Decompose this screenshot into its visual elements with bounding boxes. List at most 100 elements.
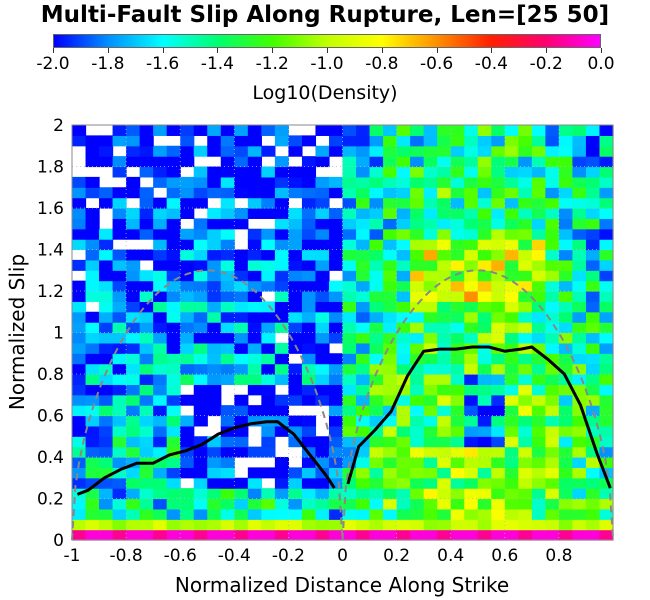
heatmap-cell	[531, 270, 546, 282]
heatmap-cell	[491, 176, 506, 188]
heatmap-cell	[288, 208, 303, 219]
heatmap-cell	[585, 374, 601, 385]
heatmap-cell	[504, 477, 519, 489]
heatmap-cell	[220, 135, 235, 147]
heatmap-cell	[369, 519, 384, 531]
colorbar-tick-label: -1.2	[255, 54, 289, 74]
heatmap-cell	[585, 508, 601, 520]
heatmap-cell	[261, 436, 276, 448]
heatmap-cell	[153, 353, 168, 365]
heatmap-cell	[180, 519, 195, 531]
heatmap-cell	[153, 249, 168, 261]
heatmap-cell	[491, 374, 506, 385]
heatmap-cell	[220, 332, 235, 344]
heatmap-cell	[531, 187, 546, 199]
heatmap-cell	[572, 405, 587, 417]
heatmap-cell	[504, 291, 519, 302]
heatmap-cell	[72, 374, 87, 385]
heatmap-cell	[369, 197, 384, 209]
heatmap-cell	[247, 405, 262, 417]
heatmap-cell	[72, 311, 87, 323]
heatmap-cell	[166, 519, 181, 531]
heatmap-cell	[166, 280, 181, 292]
heatmap-cell	[572, 301, 587, 313]
heatmap-cell	[464, 156, 479, 168]
heatmap-cell	[274, 322, 290, 334]
heatmap-cell	[410, 187, 425, 199]
heatmap-cell	[585, 498, 601, 510]
heatmap-cell	[274, 311, 290, 323]
heatmap-cell	[504, 405, 519, 417]
heatmap-cell	[126, 228, 141, 240]
heatmap-cell	[234, 374, 249, 385]
heatmap-cell	[274, 176, 290, 188]
heatmap-cell	[166, 477, 181, 489]
heatmap-cell	[423, 457, 438, 468]
heatmap-cell	[247, 239, 262, 251]
heatmap-cell	[423, 384, 438, 396]
heatmap-cell	[396, 197, 411, 209]
heatmap-cell	[274, 353, 290, 365]
heatmap-cell	[112, 332, 127, 344]
heatmap-cell	[356, 394, 371, 406]
heatmap-cell	[342, 156, 357, 168]
heatmap-cell	[450, 498, 465, 510]
heatmap-cell	[247, 446, 262, 458]
heatmap-cell	[423, 249, 438, 261]
heatmap-cell	[342, 384, 357, 396]
heatmap-cell	[410, 477, 425, 489]
heatmap-cell	[112, 498, 127, 510]
heatmap-cell	[193, 477, 208, 489]
heatmap-cell	[491, 311, 506, 323]
heatmap-cell	[99, 187, 114, 199]
heatmap-cell	[396, 405, 411, 417]
heatmap-cell	[193, 322, 208, 334]
heatmap-cell	[180, 135, 195, 147]
heatmap-cell	[85, 529, 100, 541]
heatmap-cell	[599, 488, 614, 500]
heatmap-cell	[356, 332, 371, 344]
heatmap-cell	[383, 311, 398, 323]
heatmap-cell	[518, 270, 533, 282]
heatmap-cell	[234, 446, 249, 458]
heatmap-cell	[450, 218, 465, 230]
y-tick-label: 0.4	[37, 448, 64, 468]
heatmap-cells	[72, 125, 614, 541]
heatmap-cell	[410, 259, 425, 271]
heatmap-cell	[85, 208, 100, 219]
heatmap-cell	[531, 488, 546, 500]
heatmap-cell	[504, 301, 519, 313]
x-tick-label: 0.2	[383, 546, 410, 566]
heatmap-cell	[504, 529, 519, 541]
heatmap-cell	[328, 187, 344, 199]
heatmap-cell	[180, 508, 195, 520]
heatmap-cell	[477, 197, 492, 209]
heatmap-cell	[531, 176, 546, 188]
heatmap-cell	[126, 176, 141, 188]
heatmap-cell	[153, 270, 168, 282]
heatmap-cell	[247, 342, 262, 354]
heatmap-cell	[85, 291, 100, 302]
heatmap-cell	[437, 384, 452, 396]
heatmap-cell	[491, 467, 506, 479]
heatmap-cell	[545, 363, 560, 375]
heatmap-cell	[383, 425, 398, 437]
heatmap-cell	[383, 228, 398, 240]
heatmap-cell	[464, 425, 479, 437]
heatmap-cell	[342, 301, 357, 313]
heatmap-cell	[315, 394, 330, 406]
heatmap-cell	[369, 342, 384, 354]
heatmap-cell	[410, 342, 425, 354]
heatmap-cell	[126, 218, 141, 230]
heatmap-cell	[193, 363, 208, 375]
colorbar-tick-label: -1.4	[200, 54, 234, 74]
heatmap-cell	[369, 529, 384, 541]
heatmap-cell	[72, 415, 87, 427]
heatmap-cell	[99, 405, 114, 417]
heatmap-cell	[261, 529, 276, 541]
heatmap-cell	[126, 259, 141, 271]
heatmap-cell	[193, 145, 208, 157]
heatmap-cell	[274, 374, 290, 385]
heatmap-cell	[437, 436, 452, 448]
heatmap-cell	[315, 280, 330, 292]
